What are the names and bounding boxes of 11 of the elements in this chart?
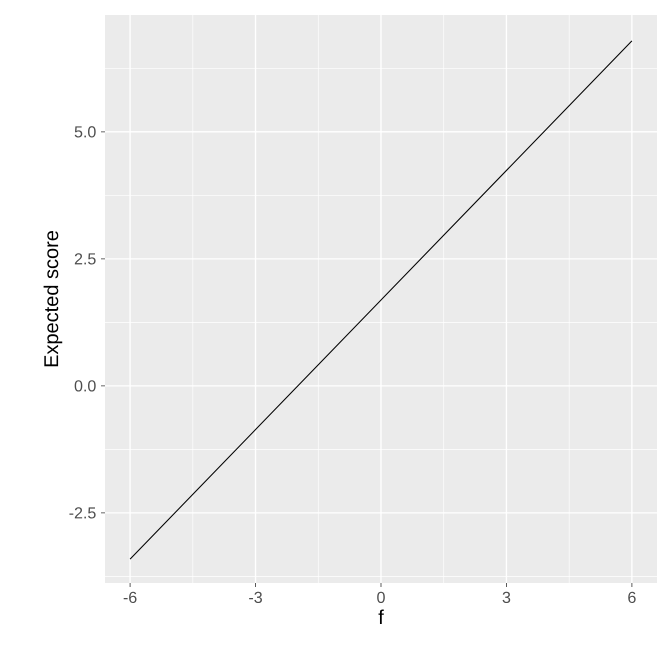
x-tick-label: -3 (249, 592, 262, 604)
x-tick-label: -6 (124, 592, 137, 604)
x-tick-label: 6 (628, 592, 636, 604)
x-tick-label: 3 (502, 592, 510, 604)
x-axis-title: f (378, 610, 384, 624)
y-tick-label: -2.5 (69, 507, 96, 519)
x-tick-label: 0 (377, 592, 385, 604)
y-tick-label: 2.5 (74, 253, 96, 265)
y-tick-label: 0.0 (74, 380, 96, 392)
y-tick-label: 5.0 (74, 126, 96, 138)
y-axis-title: Expected score (44, 230, 62, 366)
